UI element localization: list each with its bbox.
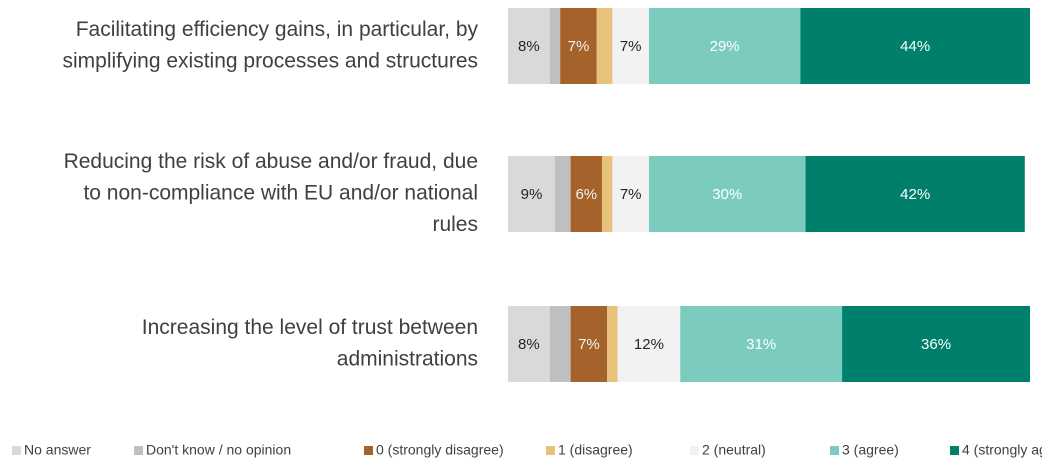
data-label: 6% — [575, 186, 597, 203]
legend-swatch — [950, 446, 959, 455]
legend-swatch — [134, 446, 143, 455]
legend-label: 1 (disagree) — [558, 442, 633, 458]
bar-segment — [601, 156, 613, 232]
category-label: administrations — [337, 347, 478, 370]
bar-segment — [612, 156, 649, 232]
bar-segment — [570, 156, 602, 232]
data-label: 9% — [521, 186, 543, 203]
category-label: simplifying existing processes and struc… — [62, 49, 478, 72]
data-label: 7% — [620, 186, 642, 203]
bar-segment — [648, 8, 801, 84]
category-label: Reducing the risk of abuse and/or fraud,… — [64, 150, 478, 173]
bar-segment — [596, 8, 613, 84]
data-label: 7% — [578, 336, 600, 353]
category-label: to non-compliance with EU and/or nationa… — [83, 182, 478, 205]
bar-segment — [549, 8, 561, 84]
bar-segment — [805, 156, 1025, 232]
data-label: 44% — [900, 38, 930, 55]
data-label: 31% — [746, 336, 776, 353]
bar-segment — [554, 156, 571, 232]
legend-label: 4 (strongly agree) — [962, 442, 1042, 458]
legend-swatch — [12, 446, 21, 455]
legend-swatch — [690, 446, 699, 455]
bar-segment — [508, 306, 550, 382]
category-label: Facilitating efficiency gains, in partic… — [76, 18, 479, 41]
bar-segment — [617, 306, 681, 382]
data-label: 8% — [518, 38, 540, 55]
data-label: 29% — [710, 38, 740, 55]
data-label: 30% — [712, 186, 742, 203]
data-label: 7% — [620, 38, 642, 55]
bar-segment — [607, 306, 618, 382]
bar-segment — [800, 8, 1030, 84]
data-label: 8% — [518, 336, 540, 353]
bar-segment — [570, 306, 608, 382]
category-label: rules — [432, 213, 478, 236]
data-label: 36% — [921, 336, 951, 353]
legend-label: 3 (agree) — [842, 442, 899, 458]
data-label: 12% — [634, 336, 664, 353]
data-label: 7% — [568, 38, 590, 55]
legend-label: 0 (strongly disagree) — [376, 442, 504, 458]
data-label: 42% — [900, 186, 930, 203]
bar-segment — [680, 306, 843, 382]
bar-segment — [508, 156, 555, 232]
legend-label: No answer — [24, 442, 91, 458]
bar-segment — [560, 8, 597, 84]
bar-segment — [549, 306, 571, 382]
legend-swatch — [364, 446, 373, 455]
legend-label: Don't know / no opinion — [146, 442, 291, 458]
legend-swatch — [830, 446, 839, 455]
category-label: Increasing the level of trust between — [142, 316, 478, 339]
legend-label: 2 (neutral) — [702, 442, 766, 458]
bar-segment — [612, 8, 649, 84]
bar-segment — [648, 156, 806, 232]
bar-segment — [508, 8, 550, 84]
legend-swatch — [546, 446, 555, 455]
bar-segment — [842, 306, 1030, 382]
